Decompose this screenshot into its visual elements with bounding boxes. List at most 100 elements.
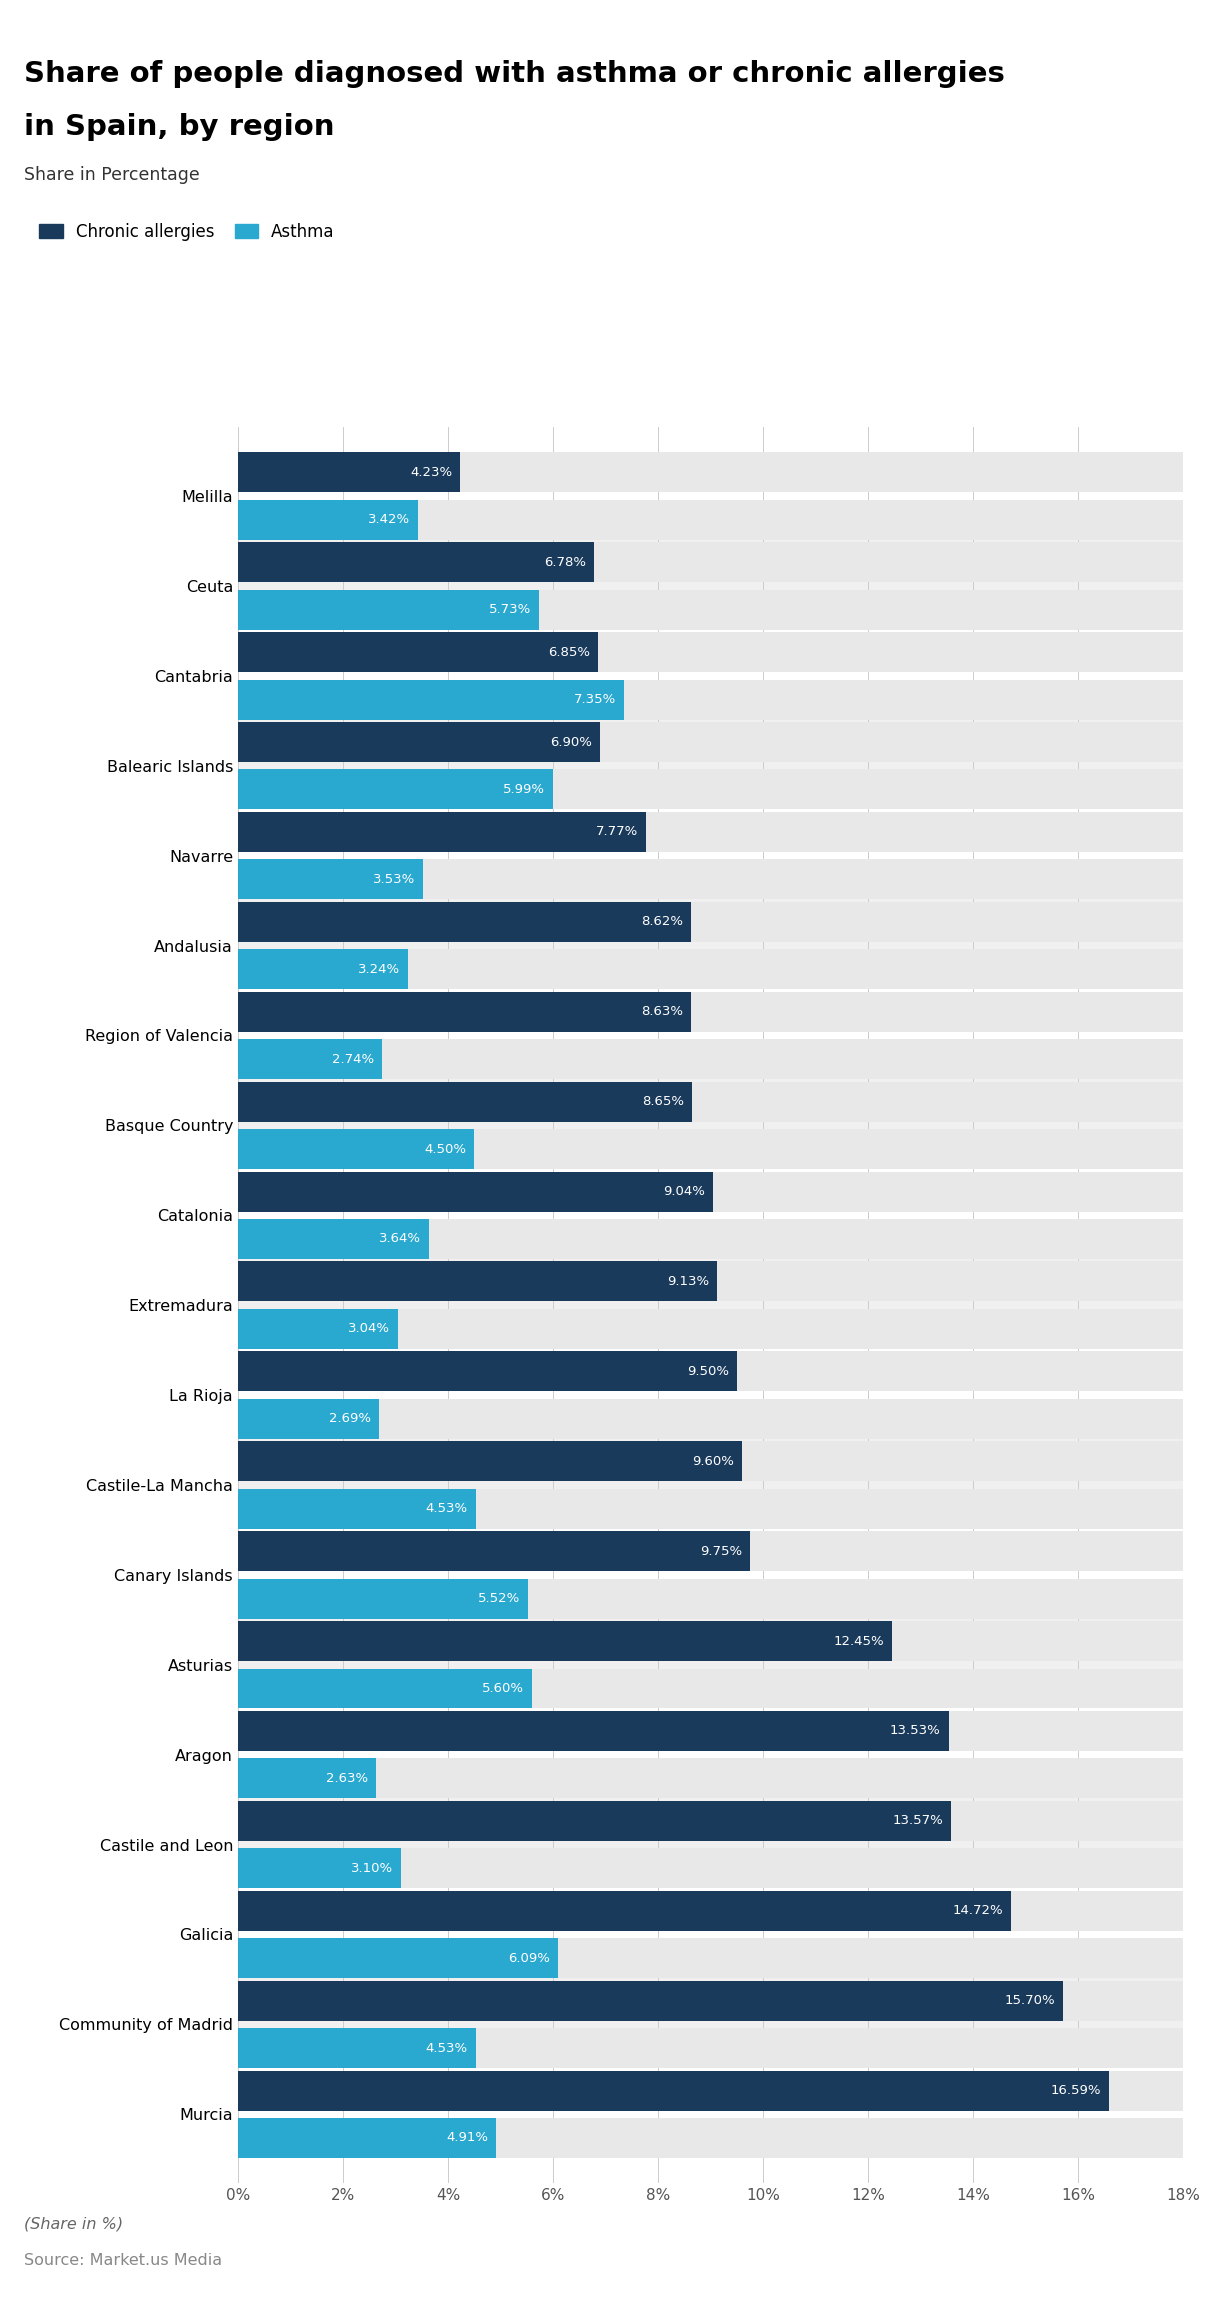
Bar [238, 1786, 1183, 1903]
Bar [238, 859, 1183, 899]
Bar [238, 1488, 476, 1529]
Text: 2.69%: 2.69% [329, 1411, 371, 1425]
Bar [238, 2070, 1183, 2111]
Bar [238, 437, 1183, 554]
Text: 5.73%: 5.73% [489, 603, 531, 617]
Legend: Chronic allergies, Asthma: Chronic allergies, Asthma [33, 217, 342, 247]
Text: 3.64%: 3.64% [379, 1234, 421, 1245]
Bar [238, 1220, 1183, 1259]
Bar [238, 1892, 1011, 1931]
Bar [238, 1938, 558, 1977]
Bar [238, 1605, 1183, 1723]
Bar [238, 949, 407, 989]
Bar [238, 1578, 528, 1619]
Bar [238, 949, 1183, 989]
Text: 6.09%: 6.09% [508, 1952, 550, 1966]
Bar [238, 901, 691, 942]
Bar [238, 2118, 1183, 2158]
Bar [238, 1337, 1183, 1453]
Text: 16.59%: 16.59% [1050, 2084, 1102, 2097]
Text: 4.53%: 4.53% [426, 1502, 468, 1515]
Bar [238, 453, 460, 492]
Bar [238, 1425, 1183, 1543]
Bar [238, 1130, 475, 1169]
Bar [238, 633, 1183, 672]
Bar [238, 589, 1183, 631]
Bar [238, 499, 1183, 541]
Bar [238, 1157, 1183, 1273]
Bar [238, 991, 1183, 1033]
Bar [238, 707, 1183, 825]
Bar [238, 453, 1183, 492]
Bar [238, 1171, 1183, 1210]
Bar [238, 1758, 376, 1799]
Bar [238, 2118, 495, 2158]
Text: 14.72%: 14.72% [953, 1903, 1003, 1917]
Bar [238, 1247, 1183, 1363]
Bar [238, 723, 600, 762]
Bar [238, 1351, 1183, 1391]
Bar [238, 1351, 737, 1391]
Bar [238, 1067, 1183, 1185]
Text: 4.23%: 4.23% [410, 467, 453, 478]
Bar [238, 1532, 750, 1571]
Bar [238, 1876, 1183, 1994]
Bar [238, 1802, 950, 1841]
Bar [238, 1668, 532, 1709]
Bar [238, 887, 1183, 1005]
Bar [238, 2028, 1183, 2067]
Text: 3.53%: 3.53% [373, 873, 416, 885]
Text: Share in Percentage: Share in Percentage [24, 166, 200, 185]
Bar [238, 901, 1183, 942]
Bar [238, 769, 553, 808]
Bar [238, 1441, 742, 1481]
Text: 5.60%: 5.60% [482, 1682, 525, 1696]
Bar [238, 1171, 712, 1210]
Bar [238, 1758, 1183, 1799]
Text: 13.53%: 13.53% [889, 1726, 941, 1737]
Text: 8.65%: 8.65% [643, 1095, 684, 1109]
Bar [238, 1400, 1183, 1439]
Bar [238, 1081, 1183, 1123]
Bar [238, 1622, 892, 1661]
Text: 3.24%: 3.24% [359, 963, 400, 975]
Bar [238, 1802, 1183, 1841]
Bar [238, 811, 647, 852]
Bar [238, 1441, 1183, 1481]
Text: 6.78%: 6.78% [544, 557, 586, 568]
Bar [238, 1400, 379, 1439]
Text: 4.91%: 4.91% [447, 2132, 488, 2144]
Bar [238, 1578, 1183, 1619]
Bar [238, 1488, 1183, 1529]
Bar [238, 1220, 429, 1259]
Bar [238, 1980, 1183, 2021]
Bar [238, 1696, 1183, 1813]
Bar [238, 811, 1183, 852]
Text: 4.53%: 4.53% [426, 2042, 468, 2054]
Text: (Share in %): (Share in %) [24, 2218, 123, 2231]
Bar [238, 797, 1183, 915]
Bar [238, 1712, 1183, 1751]
Text: 8.63%: 8.63% [642, 1005, 683, 1019]
Text: 7.77%: 7.77% [595, 825, 638, 839]
Text: 3.04%: 3.04% [348, 1321, 389, 1335]
Text: 2.74%: 2.74% [332, 1053, 375, 1065]
Bar [238, 1622, 1183, 1661]
Bar [238, 2056, 1183, 2174]
Text: Share of people diagnosed with asthma or chronic allergies: Share of people diagnosed with asthma or… [24, 60, 1005, 88]
Bar [238, 859, 423, 899]
Text: 5.52%: 5.52% [478, 1592, 520, 1605]
Bar [238, 1938, 1183, 1977]
Bar [238, 527, 1183, 644]
Text: 6.90%: 6.90% [550, 735, 593, 748]
Text: 9.13%: 9.13% [667, 1275, 710, 1289]
Bar [238, 1130, 1183, 1169]
Bar [238, 769, 1183, 808]
Text: 3.42%: 3.42% [367, 513, 410, 527]
Bar [238, 633, 598, 672]
Bar [238, 1848, 400, 1887]
Text: 13.57%: 13.57% [892, 1813, 943, 1827]
Bar [238, 1668, 1183, 1709]
Text: 3.10%: 3.10% [350, 1862, 393, 1876]
Text: Source: Market.us Media: Source: Market.us Media [24, 2255, 222, 2268]
